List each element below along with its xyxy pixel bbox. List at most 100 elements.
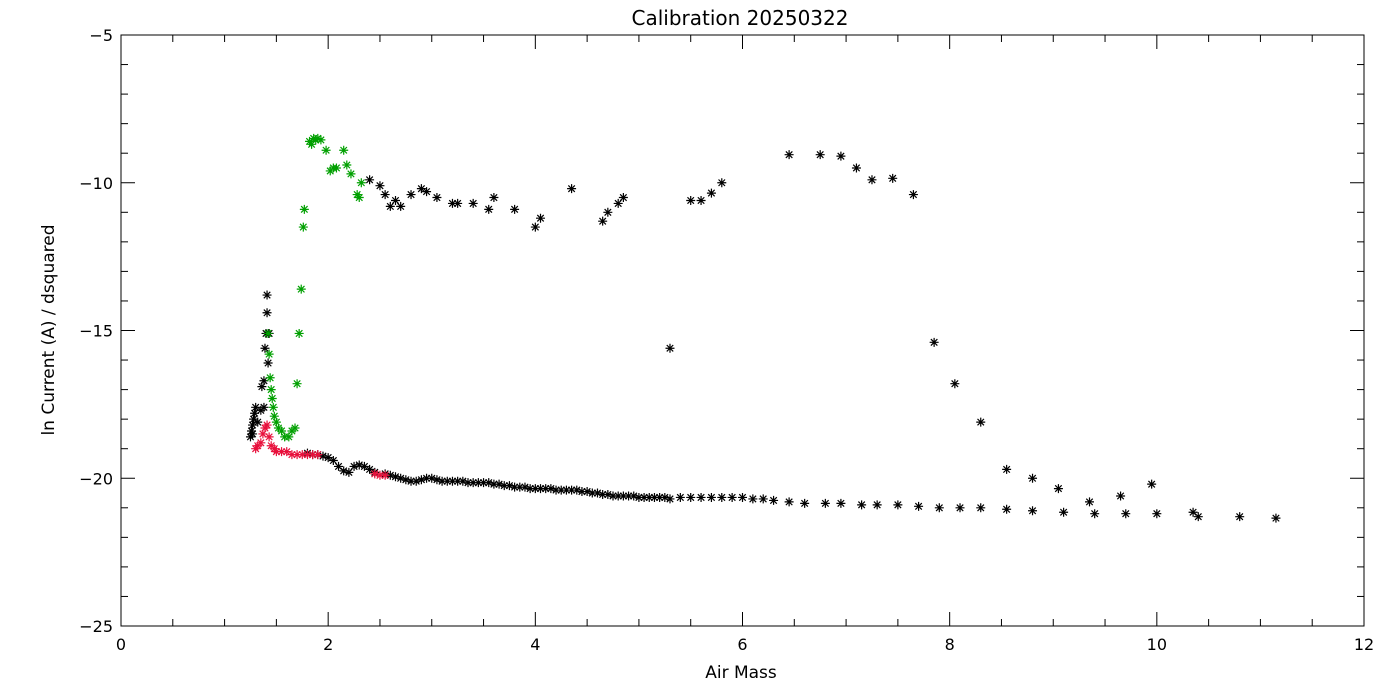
data-point bbox=[277, 426, 287, 436]
data-point bbox=[1090, 509, 1100, 519]
data-point bbox=[608, 491, 618, 501]
data-point bbox=[259, 376, 269, 386]
data-point bbox=[245, 432, 255, 442]
data-point bbox=[390, 472, 400, 482]
data-point bbox=[385, 470, 395, 480]
data-point bbox=[510, 482, 520, 492]
data-point bbox=[328, 456, 338, 466]
data-point bbox=[468, 478, 478, 488]
data-point bbox=[260, 343, 270, 353]
data-point bbox=[489, 479, 499, 489]
data-point bbox=[504, 481, 514, 491]
data-point bbox=[308, 450, 318, 460]
data-point bbox=[629, 491, 639, 501]
data-point bbox=[262, 420, 272, 430]
data-point bbox=[851, 163, 861, 173]
data-point bbox=[365, 175, 375, 185]
data-point bbox=[950, 379, 960, 389]
data-point bbox=[769, 495, 779, 505]
data-point bbox=[302, 450, 312, 460]
data-point bbox=[867, 175, 877, 185]
data-point bbox=[489, 193, 499, 203]
y-tick-label: −15 bbox=[79, 322, 113, 341]
data-point bbox=[284, 432, 294, 442]
data-point bbox=[494, 479, 504, 489]
data-point bbox=[296, 284, 306, 294]
data-point bbox=[510, 204, 520, 214]
data-point bbox=[307, 139, 317, 149]
data-point bbox=[453, 198, 463, 208]
x-tick-label: 12 bbox=[1354, 635, 1374, 654]
data-point bbox=[354, 193, 364, 203]
data-point bbox=[908, 190, 918, 200]
data-point bbox=[706, 492, 716, 502]
data-point bbox=[484, 204, 494, 214]
data-point bbox=[453, 476, 463, 486]
chart-title: Calibration 20250322 bbox=[632, 6, 849, 30]
data-point bbox=[349, 461, 359, 471]
data-point bbox=[665, 494, 675, 504]
data-point bbox=[567, 184, 577, 194]
data-point bbox=[686, 492, 696, 502]
data-point bbox=[1235, 512, 1245, 522]
y-tick-label: −20 bbox=[79, 469, 113, 488]
data-point bbox=[479, 478, 489, 488]
data-point bbox=[390, 195, 400, 205]
data-point bbox=[546, 484, 556, 494]
data-point bbox=[432, 193, 442, 203]
data-point bbox=[271, 447, 281, 457]
data-point bbox=[269, 444, 279, 454]
data-point bbox=[253, 417, 263, 427]
data-point bbox=[784, 150, 794, 160]
data-point bbox=[264, 432, 274, 442]
data-point bbox=[250, 408, 260, 418]
data-point bbox=[292, 379, 302, 389]
data-point bbox=[365, 464, 375, 474]
data-point bbox=[267, 393, 277, 403]
data-point bbox=[334, 461, 344, 471]
data-point bbox=[473, 478, 483, 488]
data-point bbox=[587, 488, 597, 498]
data-point bbox=[268, 402, 278, 412]
data-point bbox=[432, 475, 442, 485]
data-point bbox=[331, 163, 341, 173]
data-point bbox=[251, 402, 261, 412]
data-point bbox=[1147, 479, 1157, 489]
data-point bbox=[342, 160, 352, 170]
x-tick-label: 4 bbox=[530, 635, 540, 654]
data-point bbox=[262, 290, 272, 300]
data-point bbox=[292, 450, 302, 460]
data-point bbox=[520, 482, 530, 492]
data-point bbox=[249, 414, 259, 424]
data-point bbox=[344, 467, 354, 477]
data-point bbox=[618, 491, 628, 501]
data-point bbox=[346, 169, 356, 179]
data-point bbox=[536, 213, 546, 223]
data-point bbox=[305, 136, 315, 146]
data-point bbox=[298, 222, 308, 232]
data-point bbox=[1028, 473, 1038, 483]
data-point bbox=[598, 216, 608, 226]
data-point bbox=[359, 461, 369, 471]
data-point bbox=[758, 494, 768, 504]
data-point bbox=[706, 188, 716, 198]
data-point bbox=[416, 475, 426, 485]
data-point bbox=[318, 451, 328, 461]
data-point bbox=[577, 487, 587, 497]
x-tick-label: 0 bbox=[116, 635, 126, 654]
series-3 bbox=[251, 420, 390, 480]
data-point bbox=[260, 423, 270, 433]
x-tick-label: 10 bbox=[1147, 635, 1167, 654]
data-point bbox=[836, 498, 846, 508]
data-point bbox=[354, 460, 364, 470]
data-point bbox=[696, 195, 706, 205]
data-point bbox=[299, 204, 309, 214]
data-point bbox=[800, 498, 810, 508]
data-point bbox=[247, 426, 257, 436]
data-point bbox=[406, 190, 416, 200]
data-point bbox=[976, 503, 986, 513]
data-point bbox=[263, 328, 273, 338]
data-point bbox=[618, 193, 628, 203]
data-point bbox=[437, 476, 447, 486]
data-point bbox=[380, 190, 390, 200]
